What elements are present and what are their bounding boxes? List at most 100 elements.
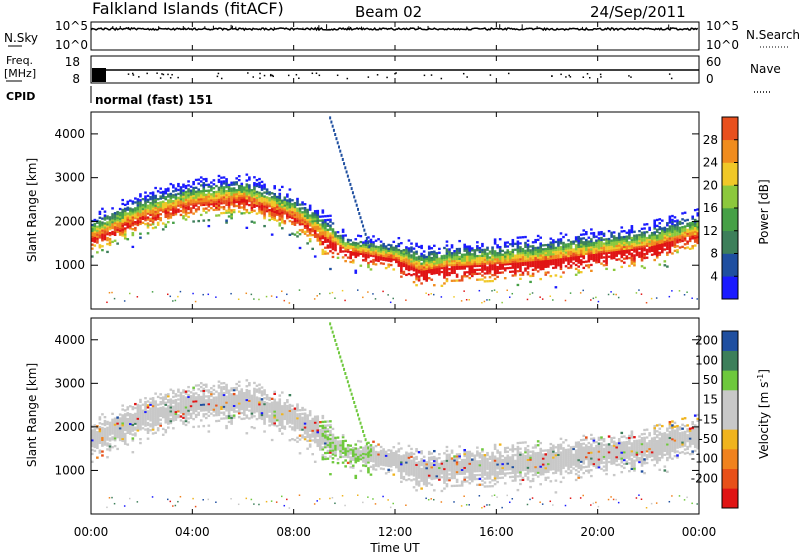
power-cell [329, 228, 332, 231]
power-cell [516, 260, 520, 263]
power-cell [397, 252, 401, 256]
power-cell [182, 195, 185, 198]
power-cell [382, 244, 385, 248]
velocity-cell [374, 460, 378, 463]
power-cell [488, 256, 492, 259]
power-cell [207, 209, 211, 212]
power-cell [357, 252, 360, 255]
power-cell [379, 250, 383, 253]
power-cell [526, 255, 530, 258]
power-cell [194, 190, 198, 193]
power-cell [349, 245, 352, 248]
velocity-cell [329, 439, 332, 443]
power-cell [351, 259, 355, 262]
power-cell [597, 231, 601, 234]
power-cell [445, 254, 449, 257]
power-cell [440, 255, 444, 258]
power-cell [549, 251, 553, 254]
power-cell [174, 213, 178, 216]
power-speckle [638, 289, 640, 291]
velocity-cell [123, 421, 127, 424]
power-cell [539, 268, 542, 271]
power-cell [384, 249, 388, 252]
power-cell [488, 276, 492, 279]
power-cell [184, 212, 188, 215]
power-cell [503, 277, 507, 280]
power-cell [291, 205, 294, 208]
power-cell [539, 277, 542, 281]
velocity-cell [96, 438, 99, 442]
power-cell [655, 246, 659, 249]
power-cell [663, 226, 667, 229]
velocity-cell [240, 398, 244, 401]
power-cell [493, 269, 497, 273]
power-cell [481, 254, 484, 258]
velocity-cell [283, 405, 287, 409]
power-cell [686, 224, 689, 228]
power-cell [197, 182, 200, 185]
power-cell [367, 236, 370, 239]
velocity-cell [146, 421, 150, 425]
velocity-cell [199, 409, 203, 412]
power-cell [154, 204, 157, 207]
power-cell [678, 246, 682, 249]
power-speckle [481, 301, 483, 304]
power-cell [638, 253, 641, 256]
nave-dot [568, 74, 570, 77]
velocity-speckle [111, 496, 113, 499]
power-cell [263, 195, 266, 198]
power-cell [600, 254, 603, 257]
velocity-cell [291, 426, 294, 429]
power-cell [417, 257, 421, 260]
velocity-cell [210, 402, 213, 406]
power-cell [443, 282, 446, 285]
power-cell [377, 245, 380, 249]
nave-dot [630, 76, 632, 78]
power-cell [392, 254, 396, 257]
power-cell [617, 236, 621, 239]
power-cell [481, 268, 484, 271]
velocity-cell [288, 421, 292, 424]
power-cell [668, 249, 672, 252]
power-cell [600, 232, 603, 236]
power-cell [549, 241, 553, 244]
velocity-cell [212, 400, 216, 403]
power-cell [253, 221, 256, 224]
power-cell [430, 264, 434, 268]
power-cell [367, 263, 370, 267]
power-cell [293, 223, 297, 226]
power-cell [258, 181, 261, 185]
power-cell [273, 202, 276, 206]
y-tick-label: 2000 [54, 214, 85, 228]
velocity-cell [113, 429, 117, 432]
power-cell [506, 266, 510, 270]
power-cell [144, 199, 147, 202]
power-cell [273, 216, 276, 219]
power-cell [151, 221, 155, 224]
power-cell [430, 270, 434, 273]
velocity-cell [123, 422, 127, 426]
power-cell [645, 240, 649, 244]
power-cell [374, 263, 378, 266]
power-cell [422, 268, 426, 271]
velocity-cell [184, 419, 188, 423]
velocity-cell [197, 403, 200, 407]
power-cell [503, 241, 507, 244]
velocity-cell [334, 438, 337, 441]
power-cell [658, 226, 662, 229]
power-cell [412, 251, 416, 254]
velocity-cell [205, 412, 208, 416]
power-cell [237, 200, 241, 203]
velocity-cell [192, 408, 195, 411]
power-cell [169, 216, 173, 219]
power-cell [506, 251, 510, 254]
power-cell [506, 261, 510, 264]
velocity-cell [329, 449, 332, 452]
power-cell [615, 250, 618, 253]
power-cell [645, 252, 649, 255]
power-cell [595, 245, 598, 248]
power-cell [364, 245, 368, 249]
velocity-cell [184, 416, 188, 419]
velocity-cell [321, 456, 325, 459]
